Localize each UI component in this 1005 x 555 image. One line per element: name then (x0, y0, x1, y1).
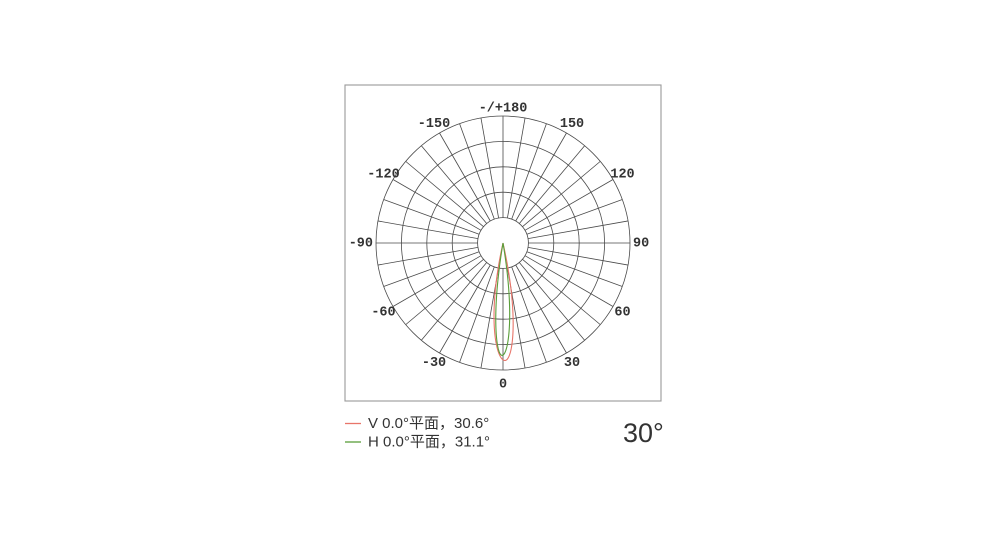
svg-text:-/+180: -/+180 (479, 102, 528, 117)
svg-text:30°: 30° (623, 418, 664, 448)
svg-text:-120: -120 (367, 168, 399, 183)
svg-text:30: 30 (564, 356, 580, 371)
svg-text:-90: -90 (349, 237, 373, 252)
svg-text:90: 90 (633, 237, 649, 252)
svg-text:150: 150 (560, 117, 584, 132)
svg-text:0: 0 (499, 378, 507, 393)
svg-text:-60: -60 (371, 306, 395, 321)
svg-text:H 0.0°平面，31.1°: H 0.0°平面，31.1° (368, 434, 490, 451)
svg-text:V 0.0°平面，30.6°: V 0.0°平面，30.6° (368, 415, 489, 432)
svg-text:60: 60 (614, 306, 630, 321)
svg-text:120: 120 (610, 168, 634, 183)
svg-text:-150: -150 (418, 117, 450, 132)
svg-text:-30: -30 (422, 356, 446, 371)
